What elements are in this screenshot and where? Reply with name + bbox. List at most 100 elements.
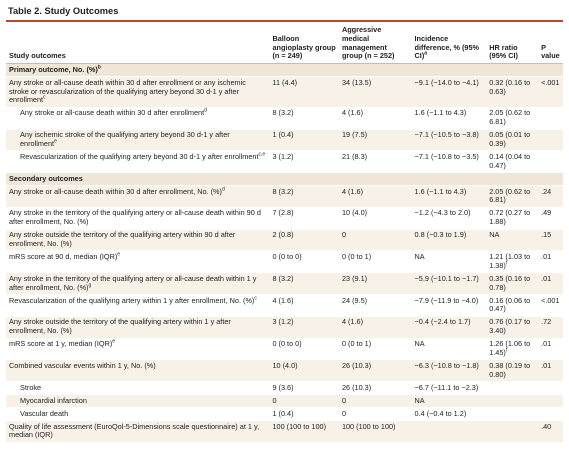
- cell-balloon-text: 11 (4.4): [272, 77, 298, 87]
- cell-difference-text: 0.8 (−0.3 to 1.9): [414, 230, 467, 240]
- cell-medical: 0 (0 to 1): [339, 251, 412, 273]
- cell-hr: NA: [486, 229, 539, 251]
- cell-balloon-text: 8 (3.2): [272, 273, 294, 283]
- cell-difference: 1.6 (−1.1 to 4.3): [411, 185, 487, 208]
- cell-balloon-text: 10 (4.0): [272, 360, 298, 370]
- cell-difference: NA: [411, 394, 487, 408]
- cell-hr-text: 1.26 (1.06 to 1.45): [489, 339, 531, 357]
- cell-hr: [486, 382, 538, 395]
- cell-outcome: Vascular death: [6, 408, 269, 421]
- cell-outcome: Any ischemic stroke of the qualifying ar…: [6, 129, 270, 151]
- footnote-marker: c,e: [258, 151, 266, 158]
- cell-hr: [486, 408, 538, 421]
- cell-outcome-text: Any stroke outside the territory of the …: [9, 317, 231, 336]
- cell-difference-text: 1.6 (−1.1 to 4.3): [414, 108, 467, 118]
- cell-difference: 0.4 (−0.4 to 1.2): [412, 408, 487, 421]
- cell-outcome-text: Quality of life assessment (EuroQol-5-Di…: [9, 421, 260, 440]
- cell-difference: −1.2 (−4.3 to 2.0): [412, 207, 487, 229]
- table-title: Table 2. Study Outcomes: [6, 6, 563, 22]
- cell-hr: 0.32 (0.16 to 0.63): [486, 76, 539, 108]
- cell-p-value-text: .01: [541, 273, 552, 283]
- cell-hr: 0.38 (0.19 to 0.80): [486, 359, 539, 382]
- cell-difference: −0.4 (−2.4 to 1.7): [411, 316, 487, 339]
- cell-medical: 21 (8.3): [339, 151, 412, 173]
- table-row: Any stroke outside the territory of the …: [6, 316, 563, 339]
- cell-balloon-text: 1 (0.4): [272, 408, 294, 418]
- table-row: mRS score at 90 d, median (IQR)e 0 (0 to …: [6, 251, 563, 273]
- cell-outcome-text: Combined vascular events within 1 y, No.…: [9, 360, 156, 370]
- cell-difference: 0.8 (−0.3 to 1.9): [411, 229, 487, 251]
- cell-balloon: 0 (0 to 0): [269, 338, 338, 360]
- cell-medical-text: 23 (9.1): [341, 273, 368, 283]
- cell-p-value: .40: [538, 420, 563, 443]
- cell-outcome-text: mRS score at 90 d, median (IQR): [9, 252, 118, 262]
- cell-outcome-text: Any stroke in the territory of the quali…: [9, 273, 257, 292]
- cell-balloon: 0 (0 to 0): [269, 251, 338, 273]
- table-row: Revascularization of the qualifying arte…: [6, 294, 563, 317]
- table-row: Stroke 9 (3.6) 26 (10.3) −6.7 (−11.1 to −2.…: [6, 382, 563, 395]
- cell-outcome-text: Vascular death: [20, 408, 69, 418]
- cell-outcome-text: Any stroke outside the territory of the …: [9, 230, 236, 249]
- cell-difference: NA: [412, 338, 487, 360]
- cell-hr-text: NA: [489, 230, 500, 240]
- cell-difference-text: NA: [414, 395, 425, 405]
- cell-outcome-text: Any stroke or all-cause death within 30 …: [9, 186, 222, 196]
- cell-medical-text: 0: [341, 230, 346, 240]
- footnote-marker: f: [505, 347, 508, 354]
- cell-p-value: [538, 408, 563, 421]
- cell-p-value: [538, 107, 563, 129]
- cell-difference-text: −1.2 (−4.3 to 2.0): [414, 208, 471, 218]
- cell-outcome-text: Revascularization of the qualifying arte…: [9, 295, 255, 305]
- cell-p-value: <.001: [538, 294, 563, 316]
- cell-balloon: 8 (3.2): [269, 107, 338, 129]
- cell-medical: 4 (1.6): [338, 316, 412, 339]
- cell-balloon-text: 3 (1.2): [272, 317, 294, 327]
- cell-medical: 4 (1.6): [338, 185, 412, 208]
- cell-medical-text: 21 (8.3): [341, 151, 368, 161]
- cell-outcome: Any stroke outside the territory of the …: [6, 229, 270, 251]
- cell-medical: 34 (13.5): [338, 76, 412, 108]
- cell-outcome: Any stroke or all-cause death within 30 …: [6, 185, 270, 208]
- cell-p-value-text: <.001: [541, 295, 560, 305]
- table-row: Any stroke in the territory of the quali…: [6, 272, 563, 295]
- cell-difference-text: −6.3 (−10.8 to −1.8): [414, 360, 479, 370]
- table-row: Revascularization of the qualifying arte…: [6, 151, 563, 173]
- cell-p-value: .15: [538, 229, 563, 251]
- cell-medical: 0: [338, 229, 412, 251]
- cell-balloon: 4 (1.6): [269, 294, 338, 316]
- cell-p-value: [538, 151, 563, 173]
- cell-medical-text: 0 (0 to 1): [341, 252, 372, 262]
- cell-hr: 0.16 (0.06 to 0.47): [486, 294, 538, 316]
- cell-outcome: Revascularization of the qualifying arte…: [6, 151, 269, 173]
- cell-outcome: Stroke: [6, 382, 269, 395]
- cell-hr-text: 2.05 (0.62 to 6.81): [489, 108, 531, 127]
- cell-balloon: 11 (4.4): [269, 76, 339, 108]
- cell-hr: 1.21 (1.03 to 1.38)f: [486, 251, 538, 273]
- cell-medical-text: 0: [341, 408, 346, 418]
- cell-p-value: .49: [538, 207, 563, 229]
- cell-hr: 0.76 (0.17 to 3.40): [486, 316, 539, 339]
- footnote-marker: b: [97, 64, 101, 71]
- cell-p-value-text: .01: [541, 252, 552, 262]
- cell-balloon-text: 9 (3.6): [272, 382, 294, 392]
- header-difference: Incidence difference, % (95% CI)a: [411, 22, 487, 65]
- cell-medical: 10 (4.0): [339, 207, 412, 229]
- cell-p-value-text: .49: [541, 208, 552, 218]
- cell-medical-text: 19 (7.5): [341, 130, 368, 140]
- cell-difference-text: −5.9 (−10.1 to −1.7): [414, 273, 479, 283]
- header-balloon: Balloon angioplasty group (n = 249): [269, 22, 339, 65]
- cell-medical-text: 26 (10.3): [341, 382, 372, 392]
- cell-p-value-text: .01: [541, 360, 552, 370]
- cell-medical: 26 (10.3): [339, 382, 412, 395]
- cell-difference-text: NA: [414, 252, 425, 262]
- cell-outcome: Myocardial infarction: [6, 394, 270, 408]
- cell-difference: −7.1 (−10.8 to −3.5): [412, 151, 487, 173]
- study-outcomes-table: Study outcomes Balloon angioplasty group…: [6, 22, 563, 443]
- cell-medical-text: 100 (100 to 100): [341, 421, 396, 431]
- footnote-marker: e: [54, 138, 57, 145]
- cell-medical-text: 34 (13.5): [341, 77, 372, 87]
- cell-hr: 0.05 (0.01 to 0.39): [486, 129, 539, 151]
- cell-outcome: Combined vascular events within 1 y, No.…: [6, 359, 270, 382]
- footnote-marker: d: [221, 186, 225, 193]
- section-row: Primary outcome, No. (%)b: [6, 63, 563, 77]
